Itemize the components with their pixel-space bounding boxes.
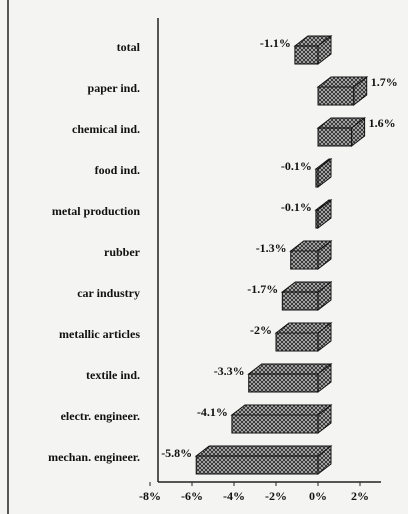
value-label: -0.1% — [281, 159, 312, 173]
category-label: metal production — [52, 204, 140, 218]
bar — [281, 291, 319, 311]
bar — [315, 168, 319, 188]
category-label: food ind. — [95, 163, 140, 177]
category-label: rubber — [104, 245, 141, 259]
bar-top — [194, 445, 333, 457]
x-tick-label: -6% — [181, 489, 203, 503]
bar — [275, 332, 319, 352]
category-label: mechan. engineer. — [48, 450, 140, 464]
value-label: -2% — [250, 323, 272, 337]
category-label: paper ind. — [88, 81, 140, 95]
bar — [231, 414, 319, 434]
value-label: -1.7% — [247, 282, 278, 296]
x-tick-label: -4% — [223, 489, 245, 503]
x-tick-label: -2% — [265, 489, 287, 503]
value-label: -1.3% — [256, 241, 287, 255]
bar — [315, 209, 319, 229]
category-label: metallic articles — [59, 327, 140, 341]
value-label: -4.1% — [197, 405, 228, 419]
value-label: 1.6% — [369, 116, 396, 130]
category-label: electr. engineer. — [61, 409, 140, 423]
x-tick-label: 2% — [351, 489, 369, 503]
bar-top — [230, 404, 333, 416]
bar — [317, 127, 353, 147]
category-label: car industry — [77, 286, 140, 300]
category-label: textile ind. — [86, 368, 140, 382]
value-label: -3.3% — [214, 364, 245, 378]
bar — [294, 45, 319, 65]
category-label: total — [117, 40, 141, 54]
value-label: -0.1% — [281, 200, 312, 214]
value-label: -5.8% — [161, 446, 192, 460]
bar — [317, 86, 355, 106]
bar — [290, 250, 319, 270]
category-label: chemical ind. — [72, 122, 140, 136]
bar-top — [247, 363, 333, 375]
value-label: -1.1% — [260, 36, 291, 50]
x-tick-label: 0% — [309, 489, 327, 503]
bar — [248, 373, 319, 393]
value-label: 1.7% — [371, 75, 398, 89]
bar — [195, 455, 319, 475]
x-tick-label: -8% — [139, 489, 161, 503]
